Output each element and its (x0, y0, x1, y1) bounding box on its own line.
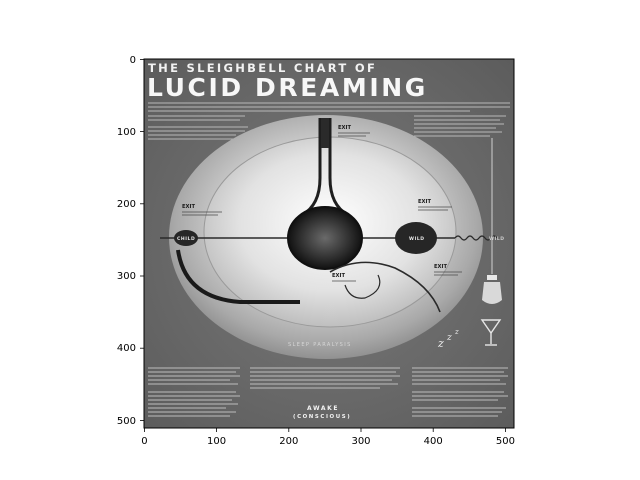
center-exit-loop (344, 274, 381, 299)
cocktail-glass-icon (480, 319, 502, 346)
x-tick-label: 500 (496, 436, 515, 447)
poster-title-line2: LUCID DREAMING (147, 73, 428, 102)
exit-left-label: EXIT (182, 204, 195, 210)
lower-right-swirl (329, 261, 441, 313)
sleep-paralysis-label: SLEEP PARALYSIS (288, 342, 352, 348)
x-tick-label: 0 (141, 436, 147, 447)
y-tick-label: 200 (117, 199, 136, 210)
y-axis: 0 100 200 300 400 500 (117, 55, 144, 427)
exit-center-label: EXIT (332, 273, 345, 279)
y-tick-label: 400 (117, 343, 136, 354)
intro-text-block (148, 102, 510, 140)
poster-image: THE SLEIGHBELL CHART OF LUCID DREAMING (144, 59, 514, 428)
center-hole (287, 206, 363, 270)
top-stem-bar (321, 118, 329, 148)
wild-right-label: WILD (489, 236, 505, 242)
y-tick-label: 500 (117, 416, 136, 427)
lower-left-arc (176, 249, 300, 304)
wild-squiggle (454, 235, 498, 241)
conscious-label: (CONSCIOUS) (293, 414, 351, 420)
exit-annotation-lines (182, 132, 462, 282)
zzz-sleep-icon-3: z (454, 328, 459, 336)
child-label: CHILD (177, 236, 195, 242)
zzz-sleep-icon: z (437, 337, 444, 350)
exit-top-label: EXIT (338, 125, 351, 131)
exit-bottom-right-label: EXIT (434, 264, 447, 270)
y-tick-label: 0 (130, 55, 136, 66)
y-tick-label: 300 (117, 271, 136, 282)
exit-right-label: EXIT (418, 199, 431, 205)
bottom-text-blocks (148, 367, 508, 417)
axes-frame (143, 58, 515, 429)
x-axis: 0 100 200 300 400 500 (141, 428, 515, 447)
awake-label: AWAKE (307, 405, 339, 412)
zzz-sleep-icon-2: z (446, 333, 452, 343)
x-tick-label: 300 (351, 436, 370, 447)
vial-icon (482, 138, 502, 304)
x-tick-label: 400 (424, 436, 443, 447)
child-node (174, 230, 198, 246)
x-tick-label: 200 (279, 436, 298, 447)
wild-node (395, 222, 437, 254)
x-tick-label: 100 (207, 436, 226, 447)
y-tick-label: 100 (117, 127, 136, 138)
wild-label: WILD (409, 236, 425, 242)
poster-title-line1: THE SLEIGHBELL CHART OF (148, 61, 377, 75)
